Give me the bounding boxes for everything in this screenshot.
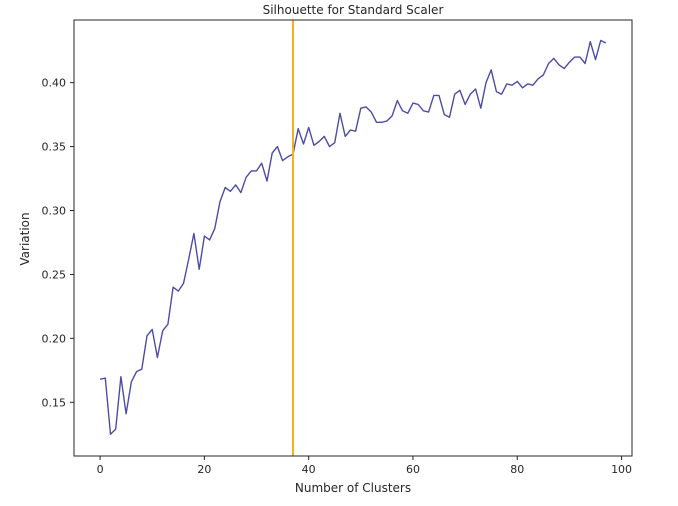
plot-frame [73, 19, 633, 457]
x-tick-label: 100 [611, 463, 632, 476]
x-tick-label: 80 [510, 463, 524, 476]
y-axis-ticks: 0.15 0.20 0.25 0.30 0.35 0.40 [42, 77, 74, 409]
y-tick-label: 0.20 [42, 332, 67, 345]
x-axis-ticks: 0 20 40 60 80 100 [97, 456, 632, 476]
x-tick-label: 40 [302, 463, 316, 476]
x-tick-label: 60 [406, 463, 420, 476]
plot-area [99, 20, 607, 456]
y-tick-label: 0.15 [42, 396, 67, 409]
x-axis-label: Number of Clusters [295, 481, 411, 495]
y-tick-label: 0.35 [42, 141, 67, 154]
y-tick-label: 0.40 [42, 77, 67, 90]
x-tick-label: 0 [97, 463, 104, 476]
y-tick-label: 0.30 [42, 205, 67, 218]
chart-title: Silhouette for Standard Scaler [263, 3, 444, 17]
x-tick-label: 20 [197, 463, 211, 476]
y-axis-label: Variation [18, 212, 32, 265]
series-line-0 [99, 39, 607, 435]
y-tick-label: 0.25 [42, 268, 67, 281]
